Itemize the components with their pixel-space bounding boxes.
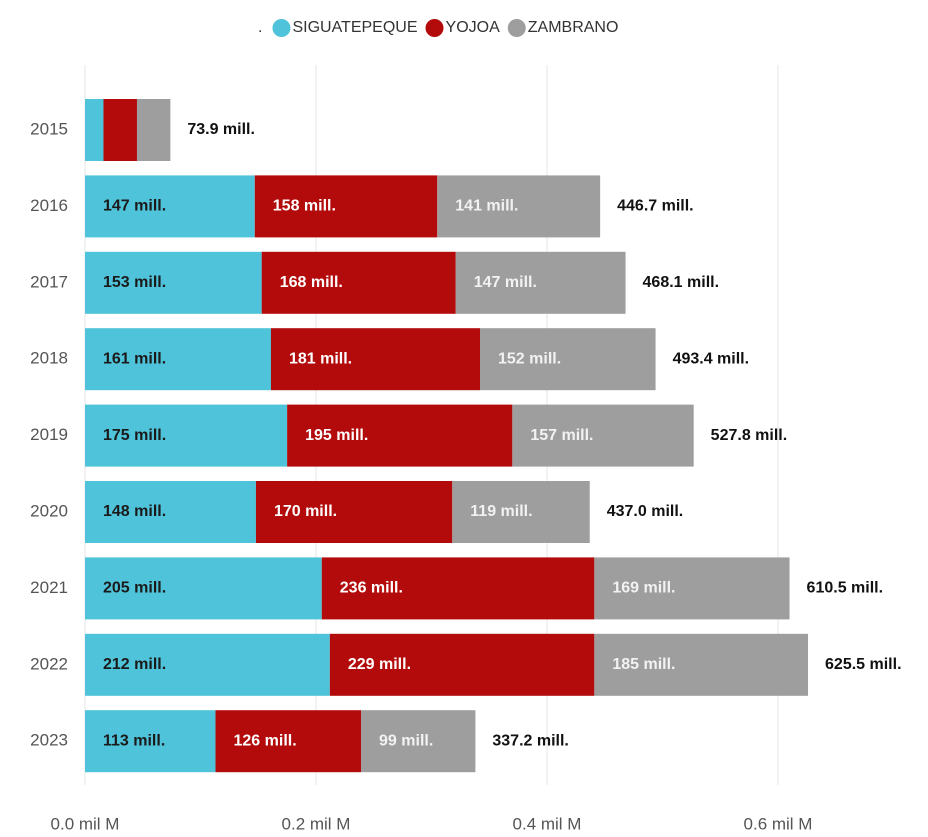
data-label: 212 mill. [103,656,166,673]
legend-marker [507,19,526,37]
total-label: 337.2 mill. [492,732,569,749]
data-label: 229 mill. [348,656,411,673]
bar-segment [452,481,590,543]
data-label: 147 mill. [474,274,537,291]
data-label: 99 mill. [379,732,433,749]
data-label: 152 mill. [498,350,561,367]
data-label: 181 mill. [289,350,352,367]
total-label: 446.7 mill. [617,198,694,215]
data-label: 148 mill. [103,503,166,520]
data-label: 175 mill. [103,427,166,444]
data-label: 157 mill. [530,427,593,444]
y-tick-label: 2020 [30,501,68,520]
y-tick-label: 2016 [30,196,68,215]
y-tick-label: 2023 [30,731,68,750]
data-label: 161 mill. [103,350,166,367]
x-tick-label: 0.0 mil M [51,814,120,833]
bar-segment [437,175,601,238]
bar-segment [270,328,481,391]
bar-segment [594,557,790,620]
bar-segment [254,175,438,238]
y-tick-label: 2021 [30,578,68,597]
legend-label: YOJOA [446,19,501,36]
data-label: 119 mill. [470,503,532,520]
bar-segment [85,175,255,238]
bar-segment [361,710,476,773]
x-tick-label: 0.2 mil M [282,814,351,833]
bar-segment [512,404,694,467]
legend-title: . [258,19,262,36]
y-tick-label: 2019 [30,425,68,444]
data-label: 113 mill. [103,732,165,749]
total-label: 73.9 mill. [187,121,255,138]
bar-segment [103,99,137,161]
data-label: 169 mill. [612,580,675,597]
total-label: 527.8 mill. [711,427,788,444]
bar-segment [85,481,256,543]
x-tick-label: 0.6 mil M [744,814,813,833]
bar-segment [287,404,513,467]
legend-label: SIGUATEPEQUE [292,19,417,36]
legend-label: ZAMBRANO [528,19,619,36]
data-label: 147 mill. [103,198,166,215]
legend-marker [425,19,444,37]
y-tick-label: 2018 [30,349,68,368]
bar-segment [321,557,595,620]
data-label: 153 mill. [103,274,166,291]
bar-segment [455,251,626,314]
bar-segment [594,633,809,696]
total-label: 468.1 mill. [643,274,720,291]
data-label: 168 mill. [280,274,343,291]
y-tick-label: 2017 [30,272,68,291]
bar-segment [85,404,288,467]
bar-segment [480,328,656,391]
bar-segment [85,251,262,314]
bar-segment [85,710,216,773]
total-label: 610.5 mill. [807,580,884,597]
bar-segment [85,99,104,161]
data-label: 236 mill. [340,580,403,597]
x-tick-label: 0.4 mil M [513,814,582,833]
bar-segment [85,328,271,391]
data-label: 195 mill. [305,427,368,444]
y-tick-label: 2022 [30,654,68,673]
total-label: 437.0 mill. [607,503,684,520]
data-label: 170 mill. [274,503,337,520]
bar-segment [255,481,453,543]
bar-segment [85,557,322,620]
data-label: 205 mill. [103,580,166,597]
bar-segment [136,99,171,161]
data-label: 185 mill. [612,656,675,673]
total-label: 625.5 mill. [825,656,902,673]
bar-segment [261,251,456,314]
data-label: 158 mill. [273,198,336,215]
bar-segment [85,633,330,696]
total-label: 493.4 mill. [673,350,750,367]
bar-segment [215,710,362,773]
bar-segment [329,633,595,696]
y-tick-label: 2015 [30,119,68,138]
legend-marker [272,19,291,37]
data-label: 141 mill. [455,198,518,215]
data-label: 126 mill. [234,732,297,749]
